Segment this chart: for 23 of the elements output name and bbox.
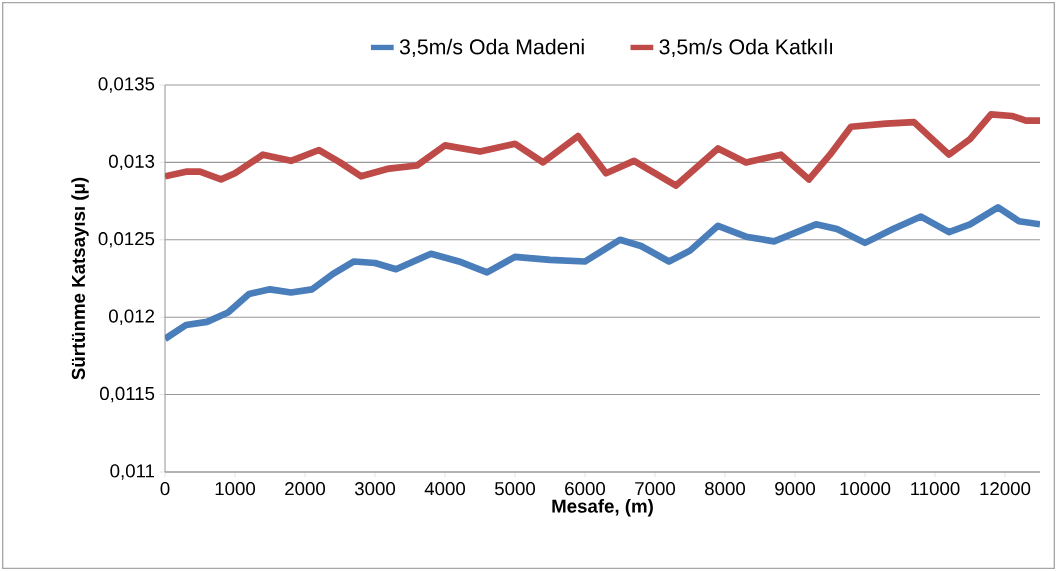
legend-label: 3,5m/s Oda Madeni: [399, 38, 584, 57]
x-tick-label: 2000: [285, 482, 326, 496]
x-tick-label: 6000: [565, 482, 606, 496]
x-tick-label: 7000: [635, 482, 676, 496]
x-tick-label: 12000: [980, 482, 1031, 496]
y-tick-label: 0,0115: [99, 386, 155, 403]
x-tick-label: 1000: [215, 482, 256, 496]
x-axis-title: Mesafe, (m): [552, 499, 653, 517]
x-tick-label: 9000: [775, 482, 816, 496]
x-tick-label: 0: [160, 482, 170, 496]
x-tick-label: 5000: [494, 482, 536, 496]
y-tick-label: 0,0125: [98, 232, 155, 248]
x-tick-label: 10000: [840, 482, 891, 496]
y-tick-label: 0,011: [110, 464, 155, 480]
x-tick-label: 4000: [424, 482, 466, 496]
legend-label: 3,5m/s Oda Katkılı: [659, 38, 833, 57]
y-tick-label: 0,0135: [98, 77, 155, 93]
x-tick-label: 8000: [705, 482, 746, 496]
y-tick-label: 0,012: [108, 309, 155, 325]
x-tick-label: 3000: [354, 482, 396, 496]
y-axis-title: Sürtünme Katsayısı (μ): [71, 177, 89, 380]
y-tick-label: 0,013: [108, 154, 155, 171]
x-tick-label: 11000: [911, 482, 960, 496]
